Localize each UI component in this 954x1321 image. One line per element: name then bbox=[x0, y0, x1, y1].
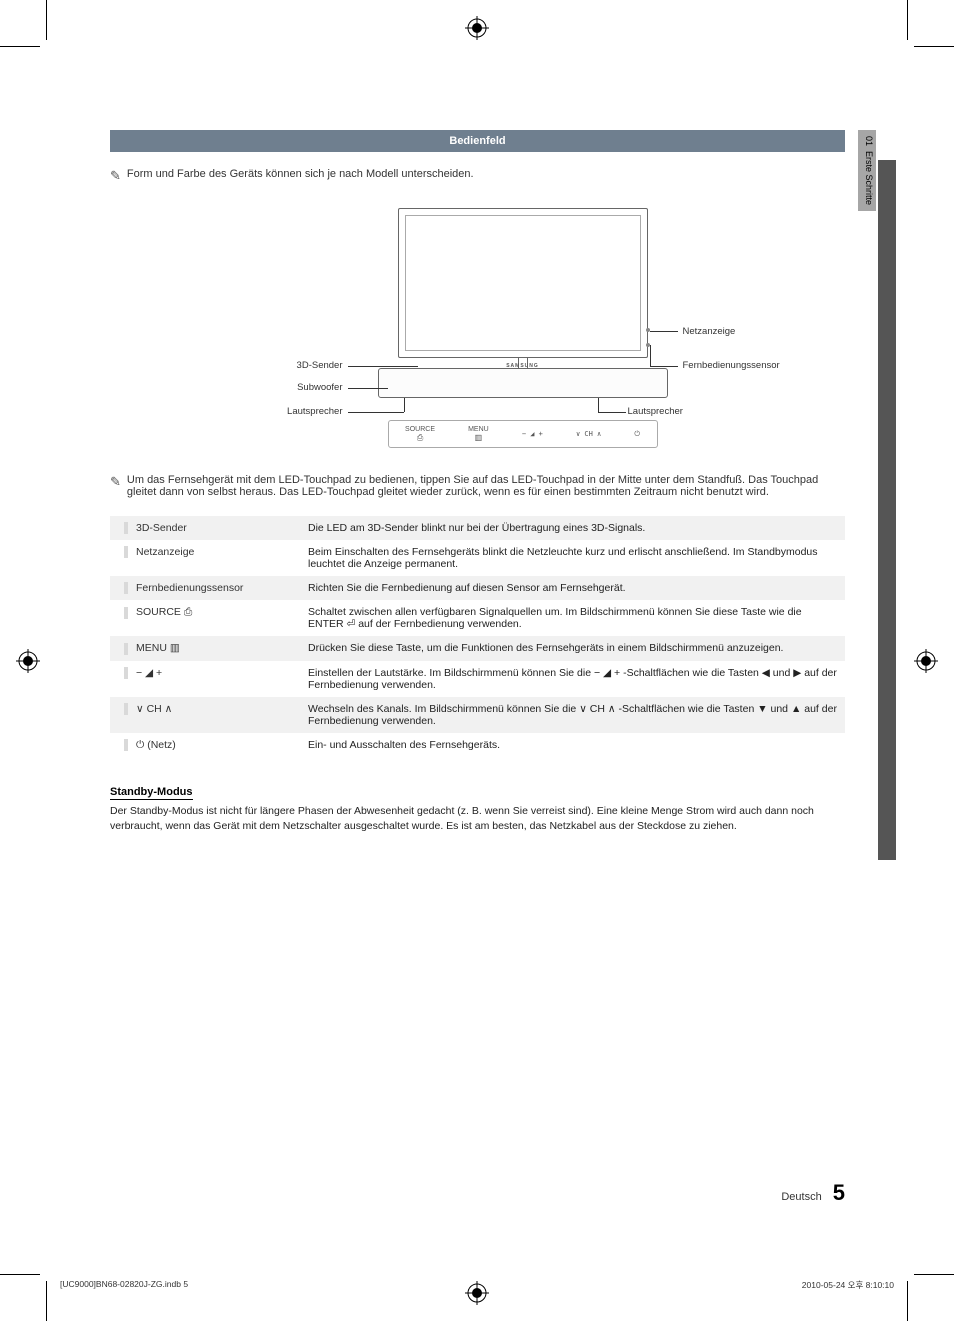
table-row-label: ⏻ (Netz) bbox=[110, 733, 300, 758]
touchpad-power: ⏻ bbox=[634, 431, 640, 438]
footer-page-number: 5 bbox=[833, 1180, 845, 1205]
controls-table: 3D-SenderDie LED am 3D-Sender blinkt nur… bbox=[110, 516, 845, 758]
crop-mark bbox=[907, 1281, 908, 1321]
file-meta-right: 2010-05-24 오후 8:10:10 bbox=[802, 1279, 894, 1291]
table-row-label: 3D-Sender bbox=[110, 516, 300, 540]
chapter-tab-dark bbox=[878, 160, 896, 860]
note-1-text: Form und Farbe des Geräts können sich je… bbox=[127, 168, 474, 180]
crop-mark bbox=[0, 1274, 40, 1275]
crop-mark bbox=[914, 46, 954, 47]
chapter-tab: 01 Erste Schritte bbox=[858, 130, 876, 211]
table-row: 3D-SenderDie LED am 3D-Sender blinkt nur… bbox=[110, 516, 845, 540]
crop-mark bbox=[0, 46, 40, 47]
table-row-desc: Ein- und Ausschalten des Fernsehgeräts. bbox=[300, 733, 845, 758]
crop-mark bbox=[46, 1281, 47, 1321]
table-row: ∨ CH ∧Wechseln des Kanals. Im Bildschirm… bbox=[110, 697, 845, 733]
label-speaker-right: Lautsprecher bbox=[628, 406, 683, 417]
table-row-label: Fernbedienungssensor bbox=[110, 576, 300, 600]
label-3d-sender: 3D-Sender bbox=[263, 360, 343, 371]
label-netzanzeige: Netzanzeige bbox=[683, 326, 736, 337]
table-row-desc: Drücken Sie diese Taste, um die Funktion… bbox=[300, 636, 845, 660]
crop-mark bbox=[907, 0, 908, 40]
source-icon: ⎙ bbox=[417, 434, 423, 442]
page-content: Bedienfeld ✎ Form und Farbe des Geräts k… bbox=[110, 130, 845, 834]
note-2-text: Um das Fernsehgerät mit dem LED-Touchpad… bbox=[127, 474, 845, 498]
table-row-desc: Schaltet zwischen allen verfügbaren Sign… bbox=[300, 600, 845, 636]
registration-mark-left bbox=[16, 649, 40, 673]
section-header: Bedienfeld bbox=[110, 130, 845, 152]
chapter-number: 01 bbox=[864, 136, 874, 146]
table-row: ⏻ (Netz)Ein- und Ausschalten des Fernseh… bbox=[110, 733, 845, 758]
note-icon: ✎ bbox=[110, 168, 121, 184]
label-subwoofer: Subwoofer bbox=[263, 382, 343, 393]
table-row-desc: Richten Sie die Fernbedienung auf diesen… bbox=[300, 576, 845, 600]
registration-mark-right bbox=[914, 649, 938, 673]
note-icon: ✎ bbox=[110, 474, 121, 490]
touchpad-channel: ∨ CH ∧ bbox=[576, 431, 601, 438]
touchpad-menu: MENU▥ bbox=[468, 426, 489, 442]
tv-stand bbox=[378, 368, 668, 398]
touchpad-volume: − ◢ + bbox=[522, 431, 543, 438]
footer-lang: Deutsch bbox=[781, 1191, 821, 1203]
table-row-desc: Einstellen der Lautstärke. Im Bildschirm… bbox=[300, 661, 845, 697]
crop-mark bbox=[46, 0, 47, 40]
note-2: ✎ Um das Fernsehgerät mit dem LED-Touchp… bbox=[110, 474, 845, 498]
standby-text: Der Standby-Modus ist nicht für längere … bbox=[110, 804, 845, 834]
table-row-desc: Die LED am 3D-Sender blinkt nur bei der … bbox=[300, 516, 845, 540]
chapter-label: Erste Schritte bbox=[864, 151, 874, 205]
note-1: ✎ Form und Farbe des Geräts können sich … bbox=[110, 168, 845, 184]
table-row: SOURCE ⎙Schaltet zwischen allen verfügba… bbox=[110, 600, 845, 636]
table-row-label: SOURCE ⎙ bbox=[110, 600, 300, 636]
standby-heading: Standby-Modus bbox=[110, 786, 193, 800]
table-row: NetzanzeigeBeim Einschalten des Fernsehg… bbox=[110, 540, 845, 576]
registration-mark-top bbox=[465, 16, 489, 40]
table-row: FernbedienungssensorRichten Sie die Fern… bbox=[110, 576, 845, 600]
file-meta: [UC9000]BN68-02820J-ZG.indb 5 2010-05-24… bbox=[60, 1279, 894, 1291]
file-meta-left: [UC9000]BN68-02820J-ZG.indb 5 bbox=[60, 1279, 188, 1291]
table-row-label: Netzanzeige bbox=[110, 540, 300, 576]
label-speaker-left: Lautsprecher bbox=[248, 406, 343, 417]
touchpad-source: SOURCE⎙ bbox=[405, 426, 435, 442]
table-row-label: − ◢ + bbox=[110, 661, 300, 697]
tv-touchpad: SOURCE⎙ MENU▥ − ◢ + ∨ CH ∧ ⏻ bbox=[388, 420, 658, 448]
crop-mark bbox=[914, 1274, 954, 1275]
table-row: − ◢ +Einstellen der Lautstärke. Im Bilds… bbox=[110, 661, 845, 697]
table-row-desc: Beim Einschalten des Fernsehgeräts blink… bbox=[300, 540, 845, 576]
label-fernbedienungssensor: Fernbedienungssensor bbox=[683, 360, 780, 371]
tv-diagram: SAMSUNG 3D-Sender Subwoofer Lautsprecher… bbox=[198, 208, 758, 458]
table-row-label: ∨ CH ∧ bbox=[110, 697, 300, 733]
tv-screen bbox=[398, 208, 648, 358]
table-row-desc: Wechseln des Kanals. Im Bildschirmmenü k… bbox=[300, 697, 845, 733]
menu-icon: ▥ bbox=[475, 434, 483, 442]
page-footer: Deutsch 5 bbox=[110, 1180, 845, 1206]
table-row-label: MENU ▥ bbox=[110, 636, 300, 660]
table-row: MENU ▥Drücken Sie diese Taste, um die Fu… bbox=[110, 636, 845, 660]
